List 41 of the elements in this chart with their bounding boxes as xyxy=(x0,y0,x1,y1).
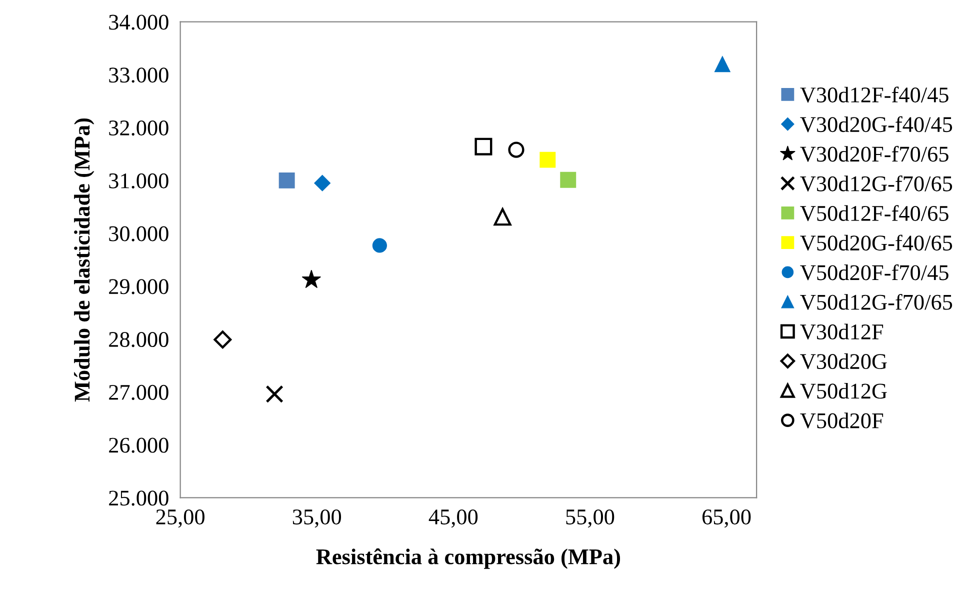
y-tick-label: 33.000 xyxy=(109,68,168,83)
y-tick-label: 27.000 xyxy=(109,384,168,400)
legend-label: V30d20G xyxy=(800,353,887,370)
legend-label: V50d12F-f40/65 xyxy=(800,205,948,222)
point xyxy=(508,142,524,158)
legend-label: V30d20G-f40/45 xyxy=(800,116,952,132)
y-tick-label: 31.000 xyxy=(109,173,168,188)
point xyxy=(278,172,295,188)
x-tick-label: 55,00 xyxy=(566,509,614,528)
legend-label: V50d20F xyxy=(800,412,884,428)
point xyxy=(494,208,512,226)
x-tick-label: 65,00 xyxy=(702,509,751,528)
point xyxy=(372,238,387,253)
point xyxy=(214,330,232,349)
x-tick-label: 35,00 xyxy=(292,509,342,528)
point xyxy=(474,138,492,156)
point xyxy=(266,385,284,403)
x-axis-title: Resistência à compressão (MPa) xyxy=(316,548,620,569)
point xyxy=(314,174,331,192)
legend-label: V50d12G-f70/65 xyxy=(800,294,952,310)
y-tick-label: 28.000 xyxy=(109,332,168,348)
y-tick-label: 26.000 xyxy=(109,438,168,453)
x-tick-label: 25,00 xyxy=(156,509,204,528)
y-tick-label: 32.000 xyxy=(109,120,168,136)
y-tick-label: 34.000 xyxy=(109,14,168,30)
y-tick-label: 30.000 xyxy=(109,226,168,242)
legend-label: V30d12G-f70/65 xyxy=(800,175,952,192)
point xyxy=(560,172,576,188)
point xyxy=(302,270,322,288)
point xyxy=(714,56,730,72)
legend-label: V30d12F xyxy=(800,324,884,340)
y-axis-title: Módulo de elasticidade (MPa) xyxy=(74,118,94,402)
y-tick-label: 29.000 xyxy=(109,279,168,294)
legend-label: V50d20G-f40/65 xyxy=(800,234,952,251)
y-tick-label: 25.000 xyxy=(109,490,168,506)
legend-label: V50d20F-f70/45 xyxy=(800,264,948,280)
point xyxy=(540,152,556,168)
x-tick-label: 45,00 xyxy=(428,509,478,528)
legend-label: V30d12F-f40/45 xyxy=(800,86,948,103)
legend-label: V30d20F-f70/65 xyxy=(800,146,948,162)
legend-label: V50d12G xyxy=(800,383,887,399)
